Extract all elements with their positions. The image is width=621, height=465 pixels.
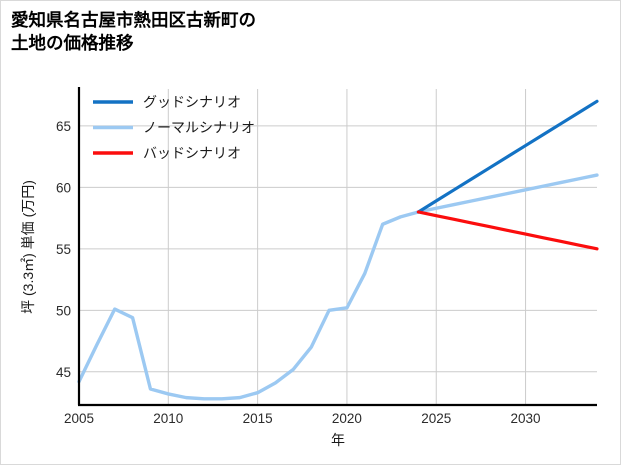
y-tick-label: 60 (56, 180, 71, 195)
y-tick-label: 50 (56, 303, 71, 318)
legend-label-normal: ノーマルシナリオ (143, 120, 255, 136)
y-tick-label: 45 (56, 365, 71, 380)
y-axis-tick-labels: 45 50 55 60 65 (56, 119, 71, 380)
gridlines-group (79, 89, 597, 405)
x-tick-label: 2015 (243, 411, 273, 426)
x-axis-title: 年 (331, 432, 345, 448)
series-line-bad (416, 210, 599, 251)
y-tick-label: 55 (56, 242, 71, 257)
x-tick-label: 2005 (64, 411, 94, 426)
legend-label-bad: バッドシナリオ (143, 145, 241, 161)
y-tick-label: 65 (56, 119, 71, 134)
series-line-normal (77, 173, 599, 401)
x-tick-label: 2010 (153, 411, 183, 426)
axes-group (77, 87, 597, 407)
y-axis-title: 坪 (3.3㎡) 単価 (万円) (20, 180, 36, 314)
x-tick-label: 2025 (421, 411, 451, 426)
x-tick-label: 2020 (332, 411, 362, 426)
page-title: 愛知県名古屋市熱田区古新町の 土地の価格推移 (11, 10, 256, 54)
series-line-good (416, 99, 599, 214)
series-group (77, 99, 599, 401)
x-tick-label: 2030 (511, 411, 541, 426)
legend-label-good: グッドシナリオ (143, 94, 241, 110)
x-axis-tick-labels: 2005 2010 2015 2020 2025 2030 (64, 411, 541, 426)
